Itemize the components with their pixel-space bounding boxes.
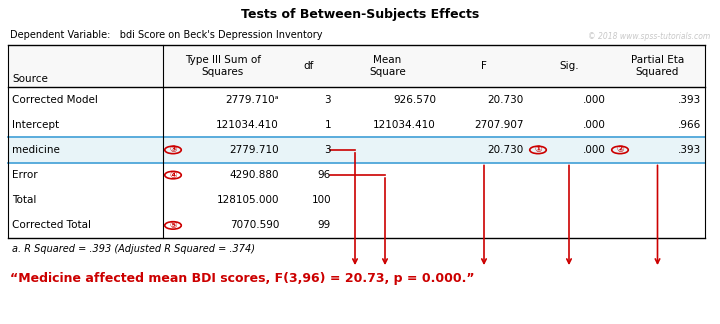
Text: Sig.: Sig.	[559, 61, 579, 71]
Text: Intercept: Intercept	[12, 120, 59, 130]
Text: F: F	[481, 61, 487, 71]
Text: Type III Sum of
Squares: Type III Sum of Squares	[185, 55, 261, 77]
Text: Partial Eta
Squared: Partial Eta Squared	[631, 55, 684, 77]
Text: Corrected Total: Corrected Total	[12, 220, 91, 230]
Text: 20.730: 20.730	[487, 95, 524, 105]
Text: df: df	[304, 61, 314, 71]
Text: © 2018 www.spss-tutorials.com: © 2018 www.spss-tutorials.com	[588, 32, 710, 41]
Text: .000: .000	[583, 145, 606, 155]
Text: Total: Total	[12, 195, 37, 205]
Text: .966: .966	[678, 120, 701, 130]
Text: 3: 3	[325, 145, 331, 155]
Text: 100: 100	[311, 195, 331, 205]
Text: ①: ①	[534, 145, 542, 155]
Text: Tests of Between-Subjects Effects: Tests of Between-Subjects Effects	[241, 8, 479, 21]
Text: Source: Source	[12, 74, 48, 84]
Text: medicine: medicine	[12, 145, 60, 155]
Text: Error: Error	[12, 170, 37, 180]
Text: 7070.590: 7070.590	[230, 220, 279, 230]
Text: Dependent Variable:   bdi Score on Beck's Depression Inventory: Dependent Variable: bdi Score on Beck's …	[10, 30, 323, 40]
Text: 128105.000: 128105.000	[217, 195, 279, 205]
Text: .393: .393	[678, 95, 701, 105]
Text: 121034.410: 121034.410	[373, 120, 436, 130]
Text: 121034.410: 121034.410	[216, 120, 279, 130]
Text: .000: .000	[583, 120, 606, 130]
Text: ④: ④	[169, 170, 177, 179]
Text: a. R Squared = .393 (Adjusted R Squared = .374): a. R Squared = .393 (Adjusted R Squared …	[12, 244, 255, 254]
Text: .393: .393	[678, 145, 701, 155]
Text: 4290.880: 4290.880	[230, 170, 279, 180]
Text: 2707.907: 2707.907	[474, 120, 524, 130]
Text: Corrected Model: Corrected Model	[12, 95, 98, 105]
Text: 99: 99	[318, 220, 331, 230]
Text: 926.570: 926.570	[393, 95, 436, 105]
Text: 20.730: 20.730	[487, 145, 524, 155]
Text: 2779.710: 2779.710	[230, 145, 279, 155]
Text: 1: 1	[325, 120, 331, 130]
Text: “Medicine affected mean BDI scores, F(3,96) = 20.73, p = 0.000.”: “Medicine affected mean BDI scores, F(3,…	[10, 272, 474, 285]
Text: ③: ③	[169, 145, 177, 155]
Text: Mean
Square: Mean Square	[369, 55, 406, 77]
Text: 2779.710ᵃ: 2779.710ᵃ	[225, 95, 279, 105]
Text: 96: 96	[318, 170, 331, 180]
Text: ②: ②	[616, 145, 624, 155]
Text: 3: 3	[325, 95, 331, 105]
Text: .000: .000	[583, 95, 606, 105]
Text: ⑤: ⑤	[169, 221, 177, 230]
